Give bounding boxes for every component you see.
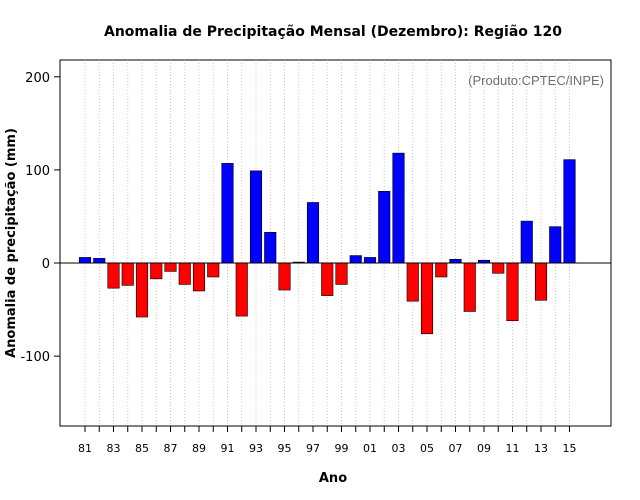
x-tick-label: 05 [420,442,434,455]
bar-2007 [449,258,462,264]
x-tick-label: 09 [477,442,491,455]
bar-2014 [549,226,562,264]
x-tick-label: 87 [164,442,178,455]
x-tick-label: 83 [107,442,121,455]
bar-2000 [349,255,362,264]
bar-1983 [107,262,120,289]
x-tick-label: 93 [249,442,263,455]
bar-1991 [221,163,234,264]
bar-1986 [150,262,163,280]
bar-1990 [207,262,220,278]
bar-1998 [321,262,334,296]
bar-1995 [278,262,291,291]
bar-1999 [335,262,348,285]
bar-2001 [363,257,377,264]
bar-2010 [492,262,505,274]
bar-2005 [420,262,434,335]
y-tick-label: 0 [42,257,50,272]
x-tick-label: 97 [306,442,320,455]
chart-title: Anomalia de Precipitação Mensal (Dezembr… [104,24,562,40]
y-tick-label: -100 [20,350,50,365]
x-axis-label: Ano [319,471,347,486]
bar-1989 [192,262,206,292]
bar-2006 [435,262,448,278]
bar-2002 [378,191,391,264]
y-axis-label: Anomalia de precipitação (mm) [4,128,19,358]
bar-1997 [306,202,320,264]
y-tick-label: 200 [25,71,50,86]
product-credit: (Produto:CPTEC/INPE) [468,73,604,88]
plot-frame [59,59,612,427]
bar-1992 [235,262,248,317]
x-tick-label: 81 [78,442,92,455]
x-tick-label: 13 [534,442,548,455]
bar-1984 [121,262,134,286]
bar-1982 [93,258,106,264]
bar-1994 [264,231,277,264]
x-tick-label: 15 [563,442,577,455]
bar-2008 [463,262,476,312]
bar-2012 [520,220,533,264]
bar-1993 [249,170,263,264]
bar-1988 [178,262,191,285]
x-tick-label: 85 [135,442,149,455]
x-tick-label: 11 [506,442,520,455]
x-tick-label: 89 [192,442,206,455]
x-tick-label: 07 [449,442,463,455]
bar-2004 [406,262,419,302]
x-axis: 81 83 85 87 89 91 93 95 97 99 01 03 05 07 09 11 13 15 [78,426,577,455]
grid-lines [84,60,570,426]
x-tick-label: 01 [363,442,377,455]
x-tick-label: 03 [392,442,406,455]
bar-2015 [563,159,576,264]
x-tick-label: 91 [221,442,235,455]
y-tick-label: 100 [25,164,50,179]
bar-2013 [534,262,548,301]
bar-2003 [392,152,405,264]
bar-1981 [78,257,92,264]
bars [78,152,576,335]
y-axis: -100 0 100 200 [20,71,60,365]
bar-2011 [506,262,519,322]
x-tick-label: 99 [335,442,349,455]
bar-1985 [135,262,149,318]
bar-1987 [164,262,177,272]
x-tick-label: 95 [278,442,292,455]
